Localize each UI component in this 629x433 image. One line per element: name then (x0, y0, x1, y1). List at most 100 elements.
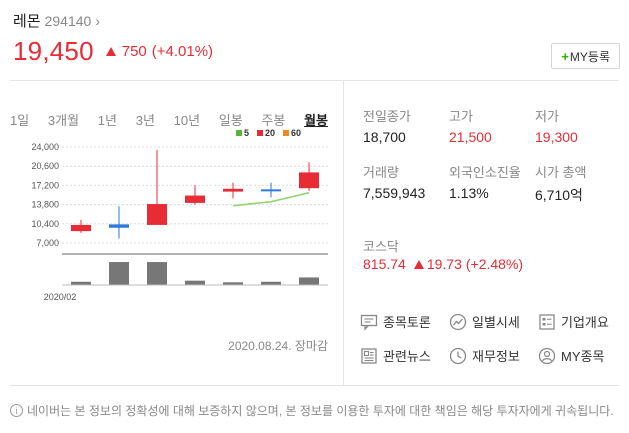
volume-bar (299, 277, 319, 285)
volume-bar (71, 281, 91, 285)
stat-volume: 거래량 7,559,943 (363, 164, 449, 201)
stat-value: 6,710억 (535, 187, 583, 203)
stat-market-cap: 시가 총액 6,710억 (535, 164, 621, 205)
stat-value: 18,700 (363, 129, 406, 145)
divider-vertical (343, 80, 344, 385)
legend-ma5: 5 (236, 128, 249, 138)
link-label: 종목토론 (383, 315, 431, 330)
link-label: 관련뉴스 (383, 349, 431, 364)
legend-swatch-ma20 (257, 130, 264, 136)
stat-value: 21,500 (449, 129, 492, 145)
legend-ma60: 60 (283, 128, 301, 138)
tab-daily[interactable]: 일봉 (218, 113, 243, 128)
link-daily-quotes[interactable]: 일별시세 (449, 312, 520, 331)
link-label: 기업개요 (561, 315, 609, 330)
y-tick-label: 17,200 (31, 180, 59, 190)
my-register-button[interactable]: + MY등록 (551, 43, 620, 69)
legend-swatch-ma60 (283, 130, 290, 136)
stat-label: 외국인소진율 (449, 165, 521, 180)
stat-label: 시가 총액 (535, 165, 587, 180)
legend-label-ma60: 60 (291, 128, 302, 138)
candle-body (185, 195, 205, 203)
company-icon (538, 313, 556, 331)
link-my-stocks[interactable]: MY종목 (538, 346, 604, 365)
legend-swatch-ma5 (236, 130, 242, 136)
candle-body (261, 189, 281, 192)
volume-bar (261, 281, 281, 285)
kosdaq-value: 815.74 (363, 256, 406, 272)
link-label: 재무정보 (472, 349, 520, 364)
candle-body (71, 224, 91, 232)
up-triangle-icon (105, 47, 116, 56)
stock-header[interactable]: 레몬 294140 › (13, 10, 100, 34)
tab-10y[interactable]: 10년 (173, 113, 201, 128)
clock-icon (449, 347, 467, 365)
link-discussion[interactable]: 종목토론 (360, 312, 431, 331)
legend-label-ma20: 20 (265, 128, 276, 138)
link-label: 일별시세 (472, 315, 520, 330)
candle-body (223, 188, 243, 192)
candle-body (299, 172, 319, 189)
volume-bar (147, 262, 167, 285)
tab-1d[interactable]: 1일 (10, 113, 30, 128)
tab-1y[interactable]: 1년 (97, 113, 117, 128)
y-tick-label: 24,000 (31, 142, 59, 152)
disclaimer: i 네이버는 본 정보의 정확성에 대해 보증하지 않으며, 본 정보를 이용한… (10, 402, 614, 419)
link-related-news[interactable]: 관련뉴스 (360, 346, 431, 365)
stat-high: 고가 21,500 (449, 108, 535, 145)
stat-label: 고가 (449, 109, 473, 124)
stock-name[interactable]: 레몬 (13, 13, 41, 30)
disclaimer-text: 네이버는 본 정보의 정확성에 대해 보증하지 않으며, 본 정보를 이용한 투… (27, 404, 614, 418)
chevron-right-icon[interactable]: › (95, 13, 100, 29)
stat-value: 19,300 (535, 129, 578, 145)
y-tick-label: 13,800 (31, 200, 59, 210)
tab-monthly[interactable]: 월봉 (304, 113, 328, 128)
volume-bar (223, 282, 243, 285)
legend-label-ma5: 5 (244, 128, 250, 138)
chart-legend: 5 20 60 (236, 128, 301, 138)
link-company-overview[interactable]: 기업개요 (538, 312, 609, 331)
chart-period-tabs: 1일 3개월 1년 3년 10년 일봉 주봉 월봉 (10, 110, 328, 129)
stat-low: 저가 19,300 (535, 108, 621, 145)
stat-label: 거래량 (363, 165, 399, 180)
stock-code[interactable]: 294140 (44, 13, 92, 29)
y-tick-label: 10,400 (31, 219, 59, 229)
trend-icon (449, 313, 467, 331)
volume-bar (109, 262, 129, 285)
tab-weekly[interactable]: 주봉 (261, 113, 286, 128)
price-row: 19,450 750 (+4.01%) (13, 36, 213, 67)
divider-top (10, 80, 619, 81)
info-icon: i (10, 404, 23, 417)
chart-date: 2020.08.24. 장마감 (228, 339, 328, 353)
divider-bottom (10, 385, 619, 386)
stat-foreign-ratio: 외국인소진율 1.13% (449, 164, 521, 201)
y-tick-label: 7,000 (36, 238, 59, 248)
tab-3m[interactable]: 3개월 (47, 113, 80, 128)
tab-3y[interactable]: 3년 (135, 113, 155, 128)
discussion-icon (360, 313, 378, 331)
kosdaq-label: 코스닥 (363, 239, 399, 254)
candle-body (147, 204, 167, 225)
plus-icon: + (561, 48, 569, 64)
legend-ma20: 20 (257, 128, 275, 138)
price-change: 750 (121, 43, 147, 60)
stat-value: 7,559,943 (363, 185, 426, 201)
up-triangle-icon (413, 259, 424, 269)
candle-body (109, 224, 129, 228)
y-tick-label: 20,600 (31, 161, 59, 171)
kosdaq-change: 19.73 (426, 256, 462, 272)
price-change-pct: (+4.01%) (151, 43, 214, 60)
stat-prev-close: 전일종가 18,700 (363, 108, 449, 145)
news-icon (360, 347, 378, 365)
stock-chart[interactable]: 24,000 20,600 17,200 13,800 10,400 7,000 2020/… (10, 140, 330, 305)
person-icon (538, 347, 556, 365)
ma5-line (232, 192, 310, 207)
link-financial-info[interactable]: 재무정보 (449, 346, 520, 365)
current-price: 19,450 (13, 36, 94, 66)
kosdaq-change-pct: (+2.48%) (465, 256, 524, 272)
stat-value: 1.13% (449, 185, 489, 201)
my-register-label: MY등록 (569, 49, 610, 64)
link-label: MY종목 (561, 349, 605, 364)
stat-label: 저가 (535, 109, 559, 124)
x-tick-label: 2020/02 (44, 292, 77, 302)
